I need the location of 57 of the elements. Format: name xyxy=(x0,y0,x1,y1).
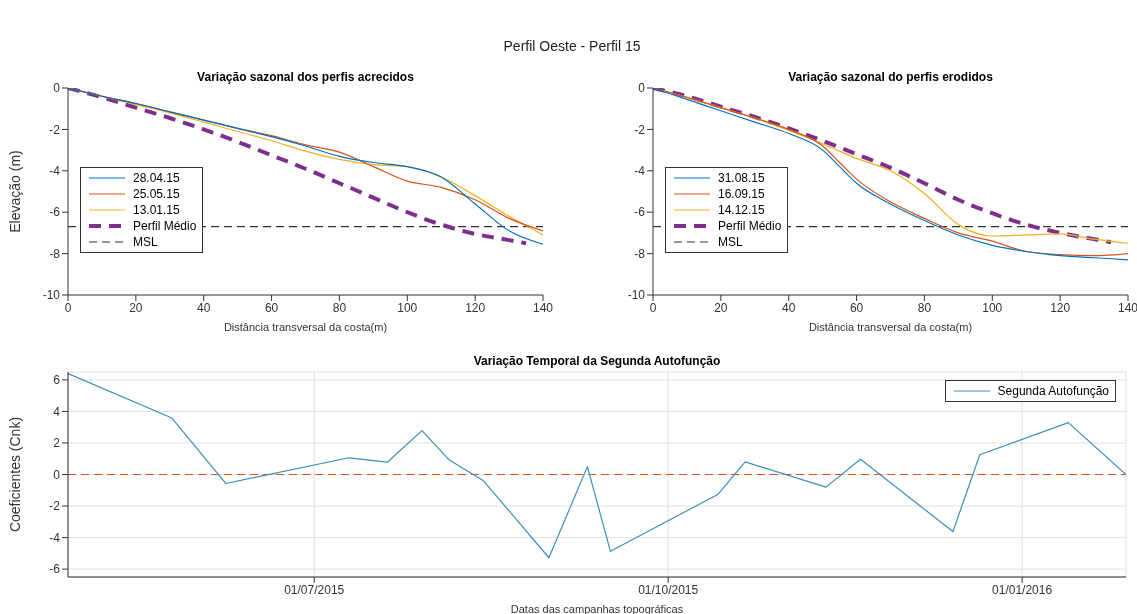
y-tick-label: 2 xyxy=(53,436,61,451)
x-tick-label: 120 xyxy=(465,300,486,315)
y-tick-label: -10 xyxy=(627,288,646,303)
y-axis-title: Coeficientes (Cnk) xyxy=(6,416,23,533)
legend-label: MSL xyxy=(133,234,158,249)
y-tick-label: -2 xyxy=(49,499,61,514)
y-tick-label: 0 xyxy=(638,81,646,96)
x-tick-label: 120 xyxy=(1050,300,1071,315)
legend-label: 14.12.15 xyxy=(718,202,765,217)
text: Perfil Oeste - Perfil 15 xyxy=(502,38,642,54)
chart-title: Variação sazonal do perfis erodidos xyxy=(787,70,994,84)
y-tick-label: -8 xyxy=(49,246,61,261)
legend-label: Perfil Médio xyxy=(133,218,197,233)
y-tick-label: 0 xyxy=(53,467,61,482)
chart-title: Variação sazonal dos perfis acrecidos xyxy=(196,70,415,84)
x-tick-label: 40 xyxy=(197,300,211,315)
x-tick-label: 60 xyxy=(849,300,864,315)
y-tick-label: -4 xyxy=(49,164,61,179)
x-tick-label: 40 xyxy=(782,300,796,315)
chart-title: Variação Temporal da Segunda Autofunção xyxy=(472,354,722,368)
y-tick-label: -6 xyxy=(634,205,646,220)
x-tick-label: 140 xyxy=(1117,300,1137,315)
x-tick-label: 20 xyxy=(714,300,728,315)
legend-label: 13.01.15 xyxy=(133,202,180,217)
legend-label: 25.05.15 xyxy=(133,186,180,201)
x-tick-label: 80 xyxy=(917,300,932,315)
y-tick-label: -4 xyxy=(49,530,61,545)
x-tick-label: 0 xyxy=(649,300,657,315)
x-axis-title: Distância transversal da costa(m) xyxy=(808,321,973,333)
y-tick-label: -6 xyxy=(49,205,61,220)
legend-label: Perfil Médio xyxy=(718,218,782,233)
x-tick-label: 100 xyxy=(397,300,418,315)
x-tick-label: 20 xyxy=(129,300,143,315)
y-tick-label: -8 xyxy=(634,246,646,261)
legend-label: Segunda Autofunção xyxy=(997,384,1109,398)
x-tick-label: 140 xyxy=(532,300,554,315)
x-axis-title: Distância transversal da costa(m) xyxy=(223,321,388,333)
y-tick-label: -10 xyxy=(42,288,61,303)
x-tick-label: 01/07/2015 xyxy=(284,582,345,597)
y-tick-label: -6 xyxy=(49,562,61,577)
x-tick-label: 0 xyxy=(64,300,72,315)
x-tick-label: 60 xyxy=(264,300,279,315)
x-tick-label: 01/10/2015 xyxy=(638,582,699,597)
legend-label: 28.04.15 xyxy=(133,170,180,185)
x-tick-label: 80 xyxy=(332,300,347,315)
x-tick-label: 01/01/2016 xyxy=(992,582,1053,597)
y-tick-label: -2 xyxy=(634,122,646,137)
y-tick-label: 0 xyxy=(53,81,61,96)
y-tick-label: -4 xyxy=(634,164,646,179)
legend-label: 16.09.15 xyxy=(718,186,765,201)
y-tick-label: -2 xyxy=(49,122,61,137)
legend-label: MSL xyxy=(718,234,743,249)
x-tick-label: 100 xyxy=(982,300,1003,315)
legend-label: 31.08.15 xyxy=(718,170,765,185)
y-tick-label: 4 xyxy=(53,404,61,419)
y-axis-title: Elevação (m) xyxy=(6,150,23,233)
y-tick-label: 6 xyxy=(53,373,61,388)
